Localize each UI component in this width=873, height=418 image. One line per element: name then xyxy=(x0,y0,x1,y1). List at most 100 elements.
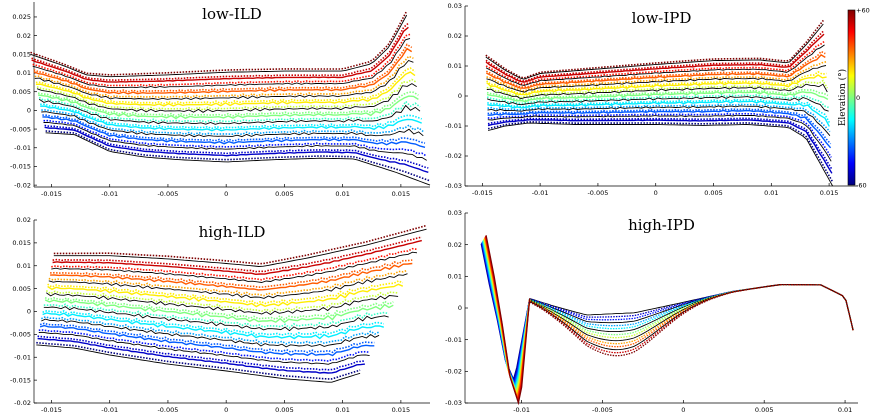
y-tick-label: 0.01 xyxy=(448,273,462,281)
series-contour xyxy=(31,26,409,83)
series-contour-colored xyxy=(42,114,426,144)
series-contour-colored xyxy=(41,109,424,136)
x-tick-label: 0.01 xyxy=(335,406,349,414)
series-spike xyxy=(485,235,531,406)
y-tick-label: 0 xyxy=(27,107,31,115)
panel-high-IPD: -0.01 -0.005 0 0.005 0.01 0.03 0.02 0.01 0 -0.01 -… xyxy=(445,209,858,414)
series-contour xyxy=(485,44,825,86)
series-contour-colored xyxy=(45,289,399,313)
series-contour-colored xyxy=(485,29,825,82)
series-contour xyxy=(44,299,394,324)
y-tick-label: -0.01 xyxy=(445,336,462,344)
colorbar-label: Elevation (°) xyxy=(837,69,848,126)
x-tick-label: 0.015 xyxy=(392,190,411,198)
series-contour-colored xyxy=(37,91,419,118)
series-contour-colored xyxy=(51,247,418,281)
x-tick-label: -0.005 xyxy=(592,406,613,414)
y-tick-label: -0.01 xyxy=(445,122,462,130)
y-tick-label: 0.01 xyxy=(17,262,31,270)
x-tick-label: 0.015 xyxy=(820,189,839,197)
series-contour xyxy=(35,71,416,107)
series-contour-colored xyxy=(487,98,831,123)
series-contour xyxy=(529,283,854,339)
panel-low-ILD: -0.015 -0.01 -0.005 0 0.005 0.01 0.015 0.025 0.0… xyxy=(10,2,431,198)
series-contour-colored xyxy=(485,40,826,86)
x-tick-label: 0 xyxy=(654,189,658,197)
series-contour-colored xyxy=(45,130,431,182)
series-contour xyxy=(529,284,854,333)
x-tick-label: -0.005 xyxy=(157,190,178,198)
series-contour xyxy=(37,337,365,374)
series-contour xyxy=(43,306,389,332)
series-contour xyxy=(487,109,832,149)
chart-title: high-ILD xyxy=(199,223,266,241)
x-tick-label: 0.015 xyxy=(392,406,411,414)
y-tick-label: 0.005 xyxy=(12,88,31,96)
series-contour xyxy=(32,37,411,89)
y-tick-label: 0.015 xyxy=(12,51,31,59)
x-tick-label: 0.005 xyxy=(275,406,294,414)
chart-title: high-IPD xyxy=(628,216,695,234)
series-contour xyxy=(50,262,413,291)
chart-title: low-IPD xyxy=(632,9,692,27)
y-tick-label: 0.01 xyxy=(17,69,31,77)
series-contour-colored xyxy=(37,335,365,371)
series-contour xyxy=(38,331,370,365)
y-tick-label: 0 xyxy=(458,92,462,100)
series-contour-colored xyxy=(48,269,408,297)
series-contour xyxy=(36,344,361,383)
series-contour xyxy=(529,283,854,331)
y-tick-label: -0.02 xyxy=(14,399,31,407)
x-tick-label: 0.005 xyxy=(755,406,774,414)
y-tick-label: 0.01 xyxy=(448,62,462,70)
x-tick-label: 0.005 xyxy=(275,190,294,198)
series-contour xyxy=(487,122,833,187)
series-contour xyxy=(529,284,854,351)
series-contour xyxy=(47,283,404,308)
x-tick-label: 0 xyxy=(224,406,228,414)
series-contour xyxy=(486,91,829,103)
series-contour-colored xyxy=(486,70,827,95)
y-tick-label: 0.015 xyxy=(12,239,31,247)
series-contour-colored xyxy=(36,341,361,380)
y-tick-label: 0.02 xyxy=(448,32,462,40)
x-tick-label: -0.01 xyxy=(101,190,118,198)
chart-title: low-ILD xyxy=(202,5,262,23)
series-contour xyxy=(485,33,825,83)
series-contour xyxy=(48,273,408,299)
series-contour-colored xyxy=(487,108,832,145)
y-tick-label: 0.025 xyxy=(12,13,31,21)
series-contour-colored xyxy=(32,33,411,87)
series-contour xyxy=(487,114,832,162)
x-tick-label: 0.01 xyxy=(838,406,852,414)
x-tick-label: 0 xyxy=(224,190,228,198)
colorbar-tick-label: 0 xyxy=(856,94,860,102)
series-contour-colored xyxy=(44,296,394,321)
series-contour-colored xyxy=(39,322,375,354)
series-contour-colored xyxy=(487,117,833,170)
series-contour-colored xyxy=(43,303,389,329)
x-tick-label: 0.005 xyxy=(704,189,723,197)
series-contour xyxy=(486,83,828,100)
series-contour-colored xyxy=(44,124,429,169)
series-contour xyxy=(487,105,831,136)
series-contour-colored xyxy=(53,224,427,265)
x-tick-label: -0.005 xyxy=(157,406,178,414)
y-tick-label: 0.03 xyxy=(448,2,462,10)
x-tick-label: 0.01 xyxy=(764,189,778,197)
series-contour-colored xyxy=(43,119,428,157)
series-contour-colored xyxy=(31,22,409,82)
x-tick-label: -0.01 xyxy=(532,189,549,197)
y-tick-label: 0 xyxy=(458,304,462,312)
series-contour-colored xyxy=(38,96,421,123)
series-contour xyxy=(487,100,830,127)
series-contour xyxy=(485,23,824,80)
y-tick-label: -0.01 xyxy=(14,353,31,361)
series-contour xyxy=(39,324,375,357)
y-tick-label: -0.005 xyxy=(10,125,31,133)
series-contour xyxy=(33,47,413,95)
series-contour-colored xyxy=(30,10,408,76)
series-contour xyxy=(485,54,826,89)
series-contour-colored xyxy=(42,309,385,337)
series-contour xyxy=(52,239,422,276)
